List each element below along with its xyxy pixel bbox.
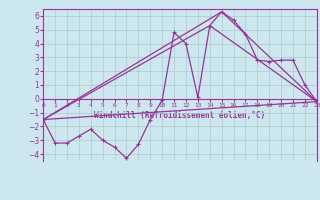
X-axis label: Windchill (Refroidissement éolien,°C): Windchill (Refroidissement éolien,°C) bbox=[94, 111, 266, 120]
